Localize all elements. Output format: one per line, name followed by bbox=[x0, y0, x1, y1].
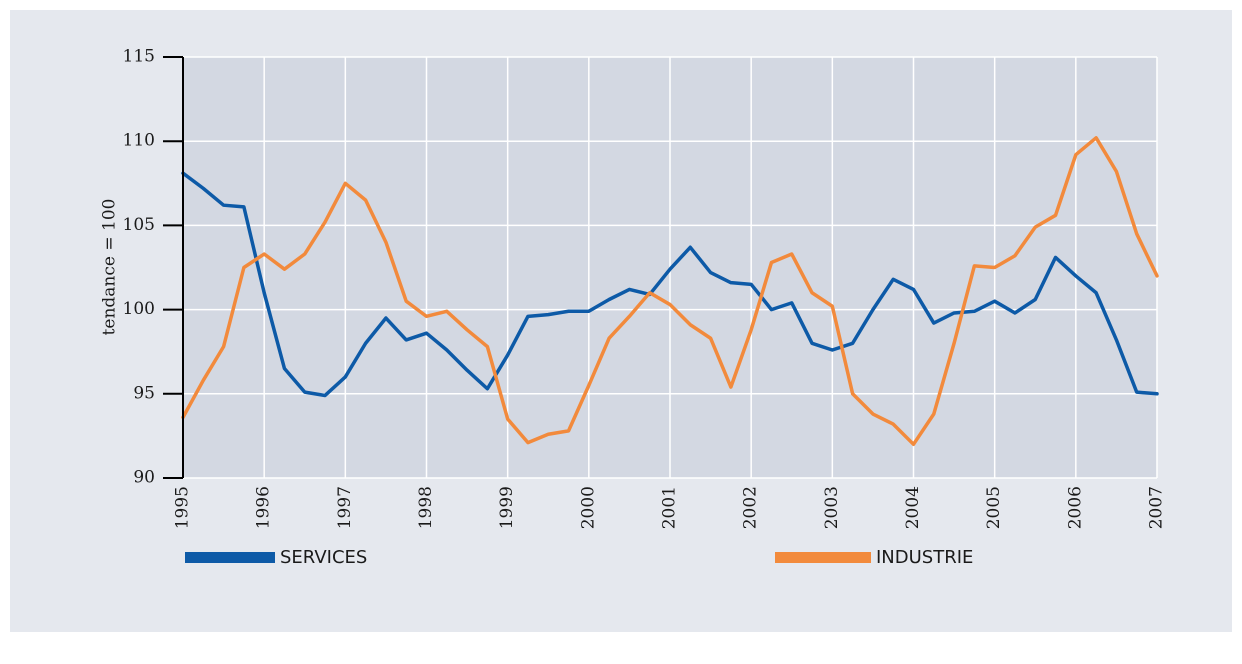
x-tick-label: 2000 bbox=[578, 486, 598, 529]
y-tick-label: 105 bbox=[123, 215, 155, 235]
x-tick-label: 1996 bbox=[254, 486, 274, 529]
x-tick-label: 1999 bbox=[497, 486, 517, 529]
x-tick-label: 2003 bbox=[822, 486, 842, 529]
legend-label: INDUSTRIE bbox=[876, 547, 973, 568]
x-tick-label: 2006 bbox=[1065, 486, 1085, 529]
x-tick-label: 2005 bbox=[984, 486, 1004, 529]
x-tick-label: 1998 bbox=[416, 486, 436, 529]
data-line bbox=[181, 171, 1159, 398]
x-tick-label: 2001 bbox=[660, 486, 680, 529]
x-tick-label: 1997 bbox=[335, 486, 355, 529]
legend-label: SERVICES bbox=[280, 547, 367, 568]
y-axis-label: tendance = 100 bbox=[100, 199, 120, 336]
y-tick-label: 110 bbox=[123, 131, 155, 151]
lines bbox=[181, 136, 1159, 447]
y-tick-label: 100 bbox=[123, 299, 155, 319]
y-tick-label: 115 bbox=[123, 47, 155, 67]
x-tick-label: 2002 bbox=[741, 486, 761, 529]
x-tick-label: 2007 bbox=[1147, 486, 1167, 529]
x-tick-label: 2004 bbox=[903, 486, 923, 529]
legend-swatch bbox=[185, 552, 275, 563]
x-tick-label: 1995 bbox=[173, 486, 193, 529]
data-line bbox=[181, 136, 1159, 447]
y-tick-label: 90 bbox=[133, 468, 155, 488]
y-tick-label: 95 bbox=[133, 383, 155, 403]
legend-swatch bbox=[775, 552, 871, 563]
